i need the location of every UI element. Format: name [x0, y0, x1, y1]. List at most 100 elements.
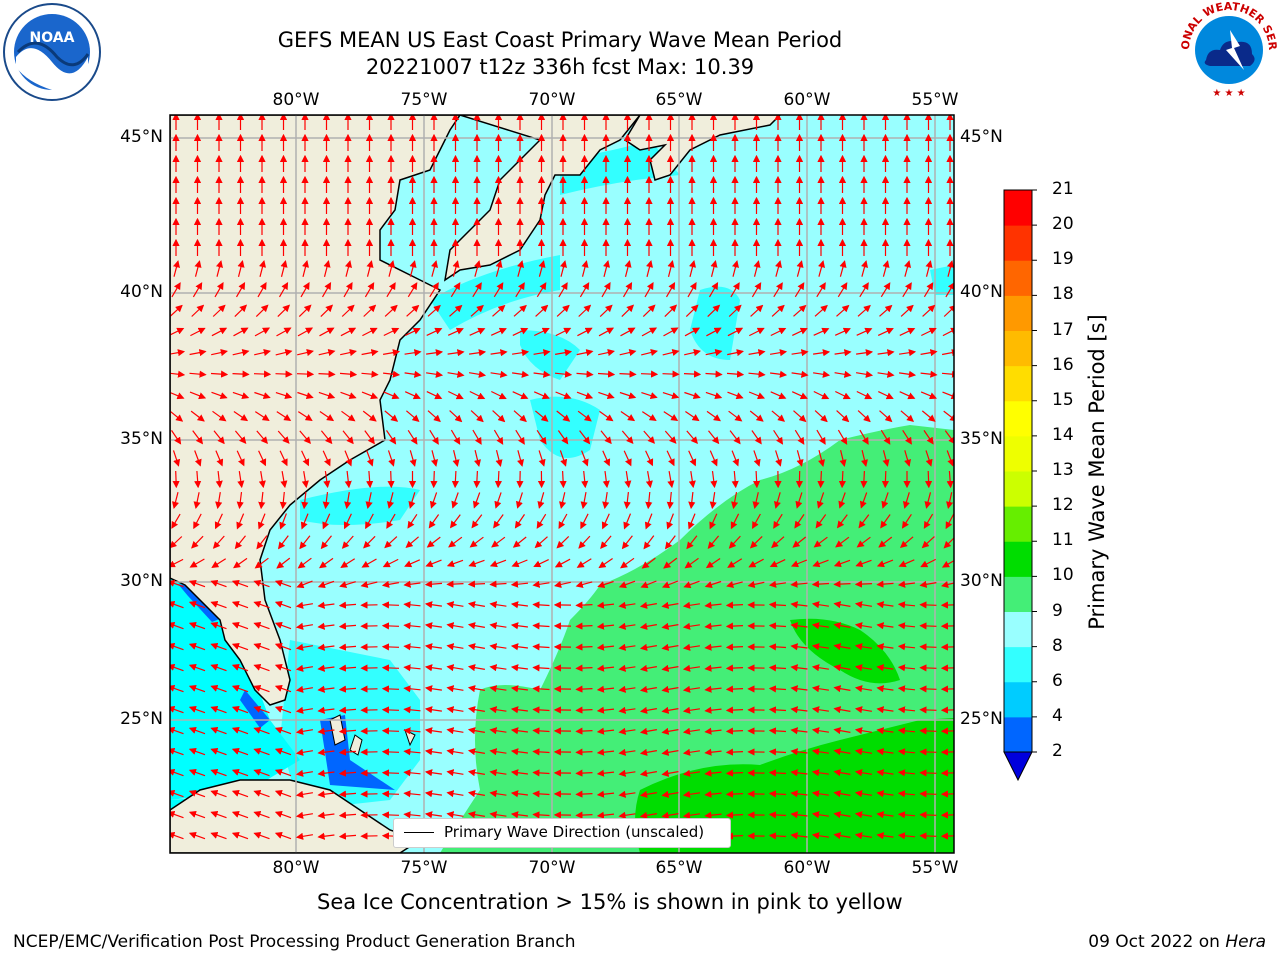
wave-arrow	[533, 349, 551, 357]
wave-arrow	[512, 349, 530, 357]
wave-arrow	[253, 370, 272, 378]
wave-arrow	[170, 747, 184, 756]
wave-arrow	[381, 706, 400, 714]
wave-arrow	[751, 282, 762, 298]
wave-arrow	[639, 811, 658, 819]
wave-arrow	[768, 811, 787, 819]
wave-arrow	[706, 327, 722, 337]
wave-arrow	[317, 622, 335, 630]
wave-arrow	[274, 831, 292, 840]
wave-arrow	[471, 514, 483, 529]
wave-arrow	[644, 282, 654, 298]
wave-arrow	[450, 282, 461, 298]
wave-arrow	[317, 580, 335, 589]
wave-arrow	[446, 580, 464, 588]
wave-arrow	[598, 391, 615, 400]
wave-arrow	[725, 601, 744, 609]
wave-arrow	[881, 492, 889, 509]
colorbar-tick-label: 18	[1052, 284, 1074, 305]
wave-arrow	[406, 304, 420, 317]
wave-arrow	[298, 304, 312, 318]
wave-arrow	[688, 492, 696, 510]
wave-arrow	[923, 513, 934, 529]
wave-arrow	[318, 391, 336, 400]
wave-arrow	[258, 471, 266, 489]
wave-arrow	[773, 429, 784, 445]
wave-arrow	[446, 559, 464, 568]
wave-arrow	[575, 706, 593, 714]
wave-arrow	[428, 514, 440, 529]
wave-arrow	[295, 790, 313, 798]
wave-arrow	[947, 260, 954, 277]
wave-arrow	[688, 450, 697, 467]
wave-arrow	[257, 513, 266, 530]
wave-arrow	[532, 580, 550, 588]
wave-arrow	[404, 370, 422, 378]
wave-arrow	[256, 535, 268, 550]
wave-arrow	[170, 558, 184, 568]
wave-arrow	[381, 622, 400, 630]
wave-arrow	[902, 492, 910, 509]
wave-arrow	[446, 790, 464, 798]
wave-arrow	[424, 748, 442, 756]
wave-arrow	[532, 769, 550, 777]
wave-arrow	[381, 643, 400, 651]
colorbar-swatch	[1004, 576, 1032, 612]
wave-arrow	[682, 685, 700, 693]
wave-arrow	[191, 304, 205, 317]
wave-arrow	[280, 260, 288, 277]
wave-arrow	[253, 726, 270, 735]
wave-arrow	[923, 282, 934, 298]
wave-arrow	[834, 349, 852, 357]
wave-arrow	[365, 513, 374, 530]
map-field	[170, 115, 954, 853]
wave-arrow	[794, 282, 805, 298]
colorbar-tick-label: 19	[1052, 249, 1074, 270]
wave-arrow	[639, 706, 658, 714]
wave-arrow	[494, 492, 502, 509]
wave-arrow	[532, 664, 550, 672]
wave-arrow	[253, 768, 270, 777]
wave-arrow	[556, 535, 570, 549]
wave-arrow	[257, 282, 267, 298]
wave-arrow	[341, 535, 354, 549]
wave-arrow	[451, 470, 459, 489]
wave-arrow	[835, 390, 851, 400]
wave-arrow	[188, 642, 206, 651]
wave-arrow	[189, 558, 205, 568]
wave-arrow	[340, 558, 356, 568]
wave-arrow	[662, 392, 680, 400]
wave-arrow	[361, 370, 379, 378]
wave-arrow	[707, 304, 721, 318]
wave-arrow	[381, 769, 400, 777]
wave-arrow	[211, 349, 228, 357]
wave-arrow	[426, 536, 441, 548]
wave-arrow	[510, 643, 528, 651]
wave-arrow	[188, 726, 206, 735]
wave-arrow	[274, 789, 292, 798]
wave-arrow	[253, 747, 270, 756]
wave-arrow	[726, 370, 745, 378]
wave-arrow	[210, 789, 227, 798]
wave-arrow	[876, 622, 894, 630]
wave-arrow	[920, 349, 938, 357]
lon-label-bottom: 65°W	[655, 858, 703, 878]
bahamas-island	[329, 714, 346, 746]
wave-arrow	[682, 664, 700, 672]
wave-arrow	[210, 726, 227, 735]
wave-arrow	[833, 622, 851, 630]
wave-arrow	[322, 513, 331, 530]
wave-arrow	[254, 349, 271, 357]
wave-arrow	[618, 664, 636, 672]
wave-arrow	[424, 580, 443, 588]
wave-arrow	[426, 349, 444, 357]
wave-arrow	[836, 304, 850, 317]
wave-arrow	[643, 535, 655, 550]
wave-arrow	[750, 304, 764, 317]
wave-arrow	[663, 327, 679, 337]
wave-arrow	[364, 282, 375, 298]
wave-arrow	[773, 282, 783, 298]
wave-arrow	[382, 558, 399, 568]
wave-arrow	[510, 622, 528, 630]
wave-arrow	[600, 430, 612, 445]
